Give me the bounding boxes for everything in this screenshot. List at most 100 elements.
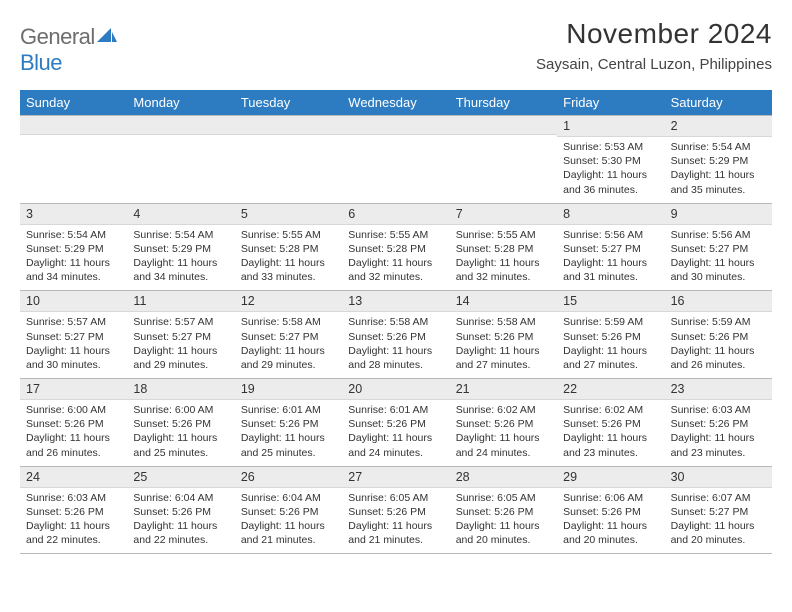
day-number: 7 bbox=[450, 203, 557, 225]
day-cell: 27Sunrise: 6:05 AMSunset: 5:26 PMDayligh… bbox=[342, 466, 449, 554]
day-number: 29 bbox=[557, 466, 664, 488]
day-cell: 26Sunrise: 6:04 AMSunset: 5:26 PMDayligh… bbox=[235, 466, 342, 554]
day-body: Sunrise: 6:05 AMSunset: 5:26 PMDaylight:… bbox=[342, 488, 449, 554]
daylight-text: Daylight: 11 hours and 34 minutes. bbox=[133, 256, 228, 284]
logo-text: General Blue bbox=[20, 24, 117, 76]
day-cell bbox=[342, 115, 449, 203]
day-body: Sunrise: 5:57 AMSunset: 5:27 PMDaylight:… bbox=[127, 312, 234, 378]
logo-word2: Blue bbox=[20, 50, 62, 75]
sunrise-text: Sunrise: 5:55 AM bbox=[241, 228, 336, 242]
sunset-text: Sunset: 5:26 PM bbox=[456, 417, 551, 431]
sunrise-text: Sunrise: 6:00 AM bbox=[26, 403, 121, 417]
day-number: 24 bbox=[20, 466, 127, 488]
day-body: Sunrise: 5:58 AMSunset: 5:26 PMDaylight:… bbox=[342, 312, 449, 378]
day-cell: 3Sunrise: 5:54 AMSunset: 5:29 PMDaylight… bbox=[20, 203, 127, 291]
day-cell: 22Sunrise: 6:02 AMSunset: 5:26 PMDayligh… bbox=[557, 378, 664, 466]
day-number-bar bbox=[450, 115, 557, 135]
daylight-text: Daylight: 11 hours and 21 minutes. bbox=[241, 519, 336, 547]
day-body bbox=[450, 135, 557, 144]
daylight-text: Daylight: 11 hours and 26 minutes. bbox=[671, 344, 766, 372]
daylight-text: Daylight: 11 hours and 23 minutes. bbox=[671, 431, 766, 459]
day-number: 16 bbox=[665, 290, 772, 312]
day-cell: 12Sunrise: 5:58 AMSunset: 5:27 PMDayligh… bbox=[235, 290, 342, 378]
sunrise-text: Sunrise: 6:01 AM bbox=[348, 403, 443, 417]
week-row: 1Sunrise: 5:53 AMSunset: 5:30 PMDaylight… bbox=[20, 115, 772, 203]
day-cell: 21Sunrise: 6:02 AMSunset: 5:26 PMDayligh… bbox=[450, 378, 557, 466]
sunrise-text: Sunrise: 6:05 AM bbox=[348, 491, 443, 505]
day-number: 4 bbox=[127, 203, 234, 225]
sunset-text: Sunset: 5:26 PM bbox=[563, 505, 658, 519]
sunset-text: Sunset: 5:26 PM bbox=[456, 330, 551, 344]
daylight-text: Daylight: 11 hours and 24 minutes. bbox=[348, 431, 443, 459]
sunset-text: Sunset: 5:28 PM bbox=[348, 242, 443, 256]
sunset-text: Sunset: 5:27 PM bbox=[241, 330, 336, 344]
day-cell: 20Sunrise: 6:01 AMSunset: 5:26 PMDayligh… bbox=[342, 378, 449, 466]
day-cell: 8Sunrise: 5:56 AMSunset: 5:27 PMDaylight… bbox=[557, 203, 664, 291]
daylight-text: Daylight: 11 hours and 35 minutes. bbox=[671, 168, 766, 196]
week-row: 17Sunrise: 6:00 AMSunset: 5:26 PMDayligh… bbox=[20, 378, 772, 466]
daylight-text: Daylight: 11 hours and 27 minutes. bbox=[563, 344, 658, 372]
sunset-text: Sunset: 5:27 PM bbox=[133, 330, 228, 344]
day-cell: 15Sunrise: 5:59 AMSunset: 5:26 PMDayligh… bbox=[557, 290, 664, 378]
daylight-text: Daylight: 11 hours and 20 minutes. bbox=[671, 519, 766, 547]
title-block: November 2024 Saysain, Central Luzon, Ph… bbox=[536, 18, 772, 73]
location-subtitle: Saysain, Central Luzon, Philippines bbox=[536, 56, 772, 73]
sunset-text: Sunset: 5:27 PM bbox=[26, 330, 121, 344]
sunset-text: Sunset: 5:26 PM bbox=[671, 417, 766, 431]
sunrise-text: Sunrise: 6:00 AM bbox=[133, 403, 228, 417]
dow-header-row: Sunday Monday Tuesday Wednesday Thursday… bbox=[20, 90, 772, 115]
daylight-text: Daylight: 11 hours and 22 minutes. bbox=[26, 519, 121, 547]
sunset-text: Sunset: 5:27 PM bbox=[671, 505, 766, 519]
day-body: Sunrise: 6:03 AMSunset: 5:26 PMDaylight:… bbox=[20, 488, 127, 554]
day-body: Sunrise: 5:56 AMSunset: 5:27 PMDaylight:… bbox=[665, 225, 772, 291]
day-cell: 25Sunrise: 6:04 AMSunset: 5:26 PMDayligh… bbox=[127, 466, 234, 554]
day-cell bbox=[20, 115, 127, 203]
day-cell: 23Sunrise: 6:03 AMSunset: 5:26 PMDayligh… bbox=[665, 378, 772, 466]
sunrise-text: Sunrise: 5:58 AM bbox=[348, 315, 443, 329]
day-body bbox=[20, 135, 127, 144]
day-number: 8 bbox=[557, 203, 664, 225]
day-number: 18 bbox=[127, 378, 234, 400]
day-number: 20 bbox=[342, 378, 449, 400]
sunset-text: Sunset: 5:26 PM bbox=[348, 505, 443, 519]
sunset-text: Sunset: 5:26 PM bbox=[348, 330, 443, 344]
day-body: Sunrise: 6:04 AMSunset: 5:26 PMDaylight:… bbox=[235, 488, 342, 554]
sunrise-text: Sunrise: 6:04 AM bbox=[241, 491, 336, 505]
day-body: Sunrise: 6:02 AMSunset: 5:26 PMDaylight:… bbox=[557, 400, 664, 466]
calendar-grid: Sunday Monday Tuesday Wednesday Thursday… bbox=[20, 90, 772, 554]
dow-friday: Friday bbox=[557, 90, 664, 115]
sunrise-text: Sunrise: 5:56 AM bbox=[671, 228, 766, 242]
day-number: 27 bbox=[342, 466, 449, 488]
day-number: 12 bbox=[235, 290, 342, 312]
dow-tuesday: Tuesday bbox=[235, 90, 342, 115]
day-number: 2 bbox=[665, 115, 772, 137]
sunset-text: Sunset: 5:26 PM bbox=[133, 417, 228, 431]
daylight-text: Daylight: 11 hours and 32 minutes. bbox=[348, 256, 443, 284]
day-number: 26 bbox=[235, 466, 342, 488]
daylight-text: Daylight: 11 hours and 29 minutes. bbox=[133, 344, 228, 372]
day-number: 17 bbox=[20, 378, 127, 400]
daylight-text: Daylight: 11 hours and 26 minutes. bbox=[26, 431, 121, 459]
day-cell bbox=[450, 115, 557, 203]
day-body: Sunrise: 5:54 AMSunset: 5:29 PMDaylight:… bbox=[127, 225, 234, 291]
day-number: 3 bbox=[20, 203, 127, 225]
sunrise-text: Sunrise: 5:54 AM bbox=[671, 140, 766, 154]
page-header: General Blue November 2024 Saysain, Cent… bbox=[20, 18, 772, 76]
sunrise-text: Sunrise: 5:59 AM bbox=[563, 315, 658, 329]
sunset-text: Sunset: 5:26 PM bbox=[456, 505, 551, 519]
daylight-text: Daylight: 11 hours and 29 minutes. bbox=[241, 344, 336, 372]
day-cell: 13Sunrise: 5:58 AMSunset: 5:26 PMDayligh… bbox=[342, 290, 449, 378]
week-row: 10Sunrise: 5:57 AMSunset: 5:27 PMDayligh… bbox=[20, 290, 772, 378]
day-body: Sunrise: 5:55 AMSunset: 5:28 PMDaylight:… bbox=[342, 225, 449, 291]
day-body: Sunrise: 5:54 AMSunset: 5:29 PMDaylight:… bbox=[20, 225, 127, 291]
day-number: 23 bbox=[665, 378, 772, 400]
day-cell: 7Sunrise: 5:55 AMSunset: 5:28 PMDaylight… bbox=[450, 203, 557, 291]
dow-wednesday: Wednesday bbox=[342, 90, 449, 115]
day-cell: 4Sunrise: 5:54 AMSunset: 5:29 PMDaylight… bbox=[127, 203, 234, 291]
week-row: 3Sunrise: 5:54 AMSunset: 5:29 PMDaylight… bbox=[20, 203, 772, 291]
day-body: Sunrise: 5:58 AMSunset: 5:27 PMDaylight:… bbox=[235, 312, 342, 378]
sunrise-text: Sunrise: 6:02 AM bbox=[456, 403, 551, 417]
sunset-text: Sunset: 5:26 PM bbox=[26, 505, 121, 519]
sunrise-text: Sunrise: 6:07 AM bbox=[671, 491, 766, 505]
daylight-text: Daylight: 11 hours and 34 minutes. bbox=[26, 256, 121, 284]
